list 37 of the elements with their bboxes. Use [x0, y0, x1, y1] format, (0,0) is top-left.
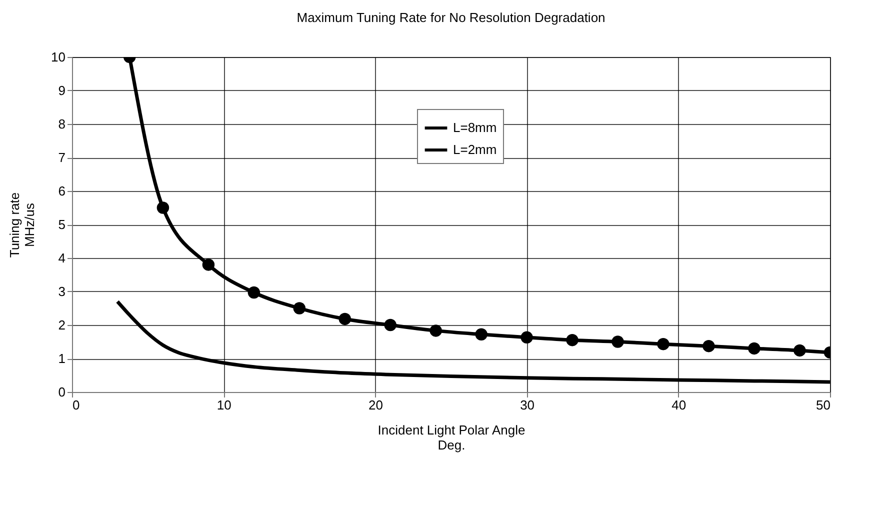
- point: [612, 336, 624, 348]
- x-tick-label: 50: [816, 398, 830, 412]
- y-tick-label: 5: [58, 217, 66, 232]
- point: [384, 318, 396, 332]
- y-tick-label: 7: [58, 150, 66, 165]
- point: [430, 324, 442, 337]
- point: [156, 202, 170, 214]
- x-tick-label: 0: [72, 398, 80, 412]
- point: [475, 328, 488, 340]
- legend-label: L=8mm: [453, 120, 497, 135]
- y-tick-label: 3: [58, 284, 66, 299]
- x-tick-label: 40: [672, 398, 686, 412]
- y-axis-title: Tuning rate MHz/us: [7, 192, 38, 258]
- x-tick-label: 20: [368, 398, 383, 412]
- x-axis-title: Incident Light Polar Angle Deg.: [378, 422, 526, 452]
- y-tick-label: 2: [58, 318, 66, 332]
- point: [248, 286, 260, 299]
- point: [657, 338, 670, 350]
- point: [520, 331, 533, 344]
- y-tick-label: 8: [58, 116, 66, 132]
- y-tick-label: 1: [58, 351, 66, 366]
- point: [293, 302, 306, 314]
- y-tick-label: 10: [51, 50, 66, 64]
- legend-label: L=2mm: [453, 142, 497, 157]
- x-tick-label: 10: [216, 398, 232, 412]
- point: [566, 334, 578, 346]
- y-tick-label: 4: [58, 250, 66, 266]
- point: [794, 344, 806, 357]
- y-tick-label: 9: [58, 83, 66, 98]
- point: [202, 258, 215, 271]
- chart-title: Maximum Tuning Rate for No Resolution Degradation: [296, 10, 606, 25]
- point: [748, 342, 760, 355]
- point: [702, 340, 715, 352]
- y-tick-label: 6: [58, 184, 66, 198]
- point: [338, 312, 352, 326]
- y-tick-label: 0: [58, 384, 66, 400]
- x-tick-label: 30: [520, 398, 535, 412]
